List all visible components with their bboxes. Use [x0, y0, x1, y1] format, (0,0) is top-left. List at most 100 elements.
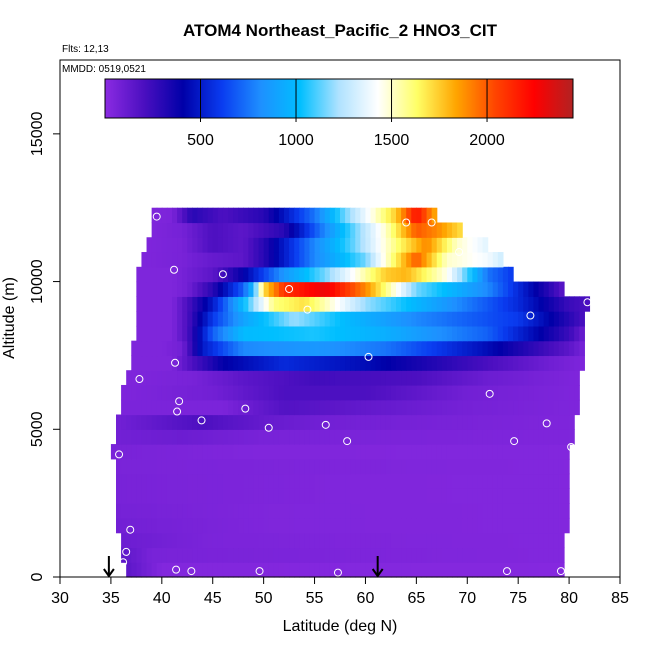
heatmap-cell — [564, 340, 570, 357]
heatmap-cell — [482, 517, 489, 534]
heatmap-cell — [207, 562, 214, 578]
heatmap-cell — [243, 384, 249, 401]
heatmap-cell — [166, 222, 173, 238]
heatmap-cell — [304, 296, 311, 312]
heatmap-cell — [263, 325, 270, 342]
heatmap-cell — [207, 237, 214, 253]
heatmap-cell — [396, 296, 402, 312]
heatmap-cell — [477, 458, 484, 475]
heatmap-cell — [380, 517, 387, 534]
heatmap-cell — [131, 444, 137, 460]
heatmap-cell — [385, 311, 392, 327]
heatmap-cell — [334, 399, 341, 416]
heatmap-cell — [309, 458, 316, 475]
heatmap-cell — [263, 488, 270, 504]
heatmap-cell — [156, 207, 163, 224]
heatmap-cell — [370, 325, 377, 342]
heatmap-cell — [263, 222, 270, 238]
heatmap-cell — [543, 340, 550, 357]
heatmap-cell — [263, 532, 270, 549]
heatmap-cell — [564, 370, 570, 386]
heatmap-cell — [299, 207, 305, 224]
heatmap-cell — [248, 370, 255, 386]
heatmap-cell — [233, 399, 239, 416]
heatmap-cell — [370, 296, 377, 312]
heatmap-cell — [268, 429, 275, 445]
heatmap-cell — [329, 414, 336, 430]
heatmap-cell — [314, 399, 321, 416]
heatmap-cell — [365, 429, 372, 445]
heatmap-cell — [441, 311, 448, 327]
heatmap-cell — [375, 355, 382, 371]
heatmap-cell — [161, 429, 168, 445]
heatmap-cell — [116, 429, 122, 445]
heatmap-cell — [350, 414, 356, 430]
heatmap-cell — [345, 414, 351, 430]
heatmap-cell — [192, 355, 199, 371]
heatmap-cell — [284, 488, 290, 504]
heatmap-cell — [411, 547, 417, 563]
heatmap-cell — [365, 207, 372, 224]
heatmap-cell — [406, 355, 412, 371]
dates-label: MMDD: 0519,0521 — [62, 64, 146, 75]
heatmap-cell — [166, 355, 173, 371]
heatmap-cell — [243, 252, 249, 268]
heatmap-cell — [289, 503, 295, 519]
heatmap-cell — [238, 399, 244, 416]
heatmap-cell — [513, 458, 519, 475]
heatmap-cell — [243, 325, 249, 342]
heatmap-cell — [166, 237, 173, 253]
heatmap-cell — [502, 473, 509, 489]
heatmap-cell — [370, 429, 377, 445]
heatmap-cell — [151, 384, 158, 401]
heatmap-cell — [238, 370, 244, 386]
heatmap-cell — [401, 340, 407, 357]
heatmap-cell — [564, 517, 570, 534]
heatmap-cell — [248, 207, 255, 224]
heatmap-cell — [192, 429, 199, 445]
heatmap-cell — [380, 399, 387, 416]
heatmap-cell — [497, 281, 504, 297]
y-tick-label: 0 — [29, 572, 46, 581]
heatmap-cell — [390, 281, 397, 297]
heatmap-cell — [324, 429, 331, 445]
heatmap-cell — [360, 355, 367, 371]
heatmap-cell — [304, 384, 311, 401]
heatmap-cell — [309, 384, 316, 401]
heatmap-cell — [334, 532, 341, 549]
heatmap-cell — [263, 384, 270, 401]
heatmap-cell — [365, 281, 372, 297]
heatmap-cell — [528, 370, 535, 386]
heatmap-cell — [482, 325, 489, 342]
heatmap-cell — [177, 281, 183, 297]
heatmap-cell — [574, 311, 580, 327]
heatmap-cell — [411, 532, 417, 549]
heatmap-cell — [345, 429, 351, 445]
heatmap-cell — [385, 444, 392, 460]
heatmap-cell — [396, 503, 402, 519]
heatmap-cell — [314, 414, 321, 430]
sample-point — [115, 450, 124, 459]
heatmap-cell — [141, 281, 148, 297]
heatmap-cell — [284, 562, 290, 578]
heatmap-cell — [564, 296, 570, 312]
heatmap-cell — [334, 517, 341, 534]
heatmap-cell — [243, 281, 249, 297]
heatmap-cell — [273, 384, 280, 401]
heatmap-cell — [502, 370, 509, 386]
arrow-head — [371, 568, 384, 578]
heatmap-cell — [421, 207, 428, 224]
heatmap-cell — [502, 266, 509, 283]
heatmap-cell — [151, 237, 158, 253]
heatmap-cell — [380, 384, 387, 401]
heatmap-cell — [390, 488, 397, 504]
heatmap-cell — [436, 414, 443, 430]
heatmap-cell — [355, 311, 361, 327]
heatmap-cell — [487, 517, 494, 534]
heatmap-cell — [253, 458, 260, 475]
heatmap-cell — [533, 488, 540, 504]
heatmap-layer — [141, 252, 504, 268]
heatmap-cell — [421, 532, 428, 549]
heatmap-cell — [487, 355, 494, 371]
heatmap-cell — [457, 355, 463, 371]
